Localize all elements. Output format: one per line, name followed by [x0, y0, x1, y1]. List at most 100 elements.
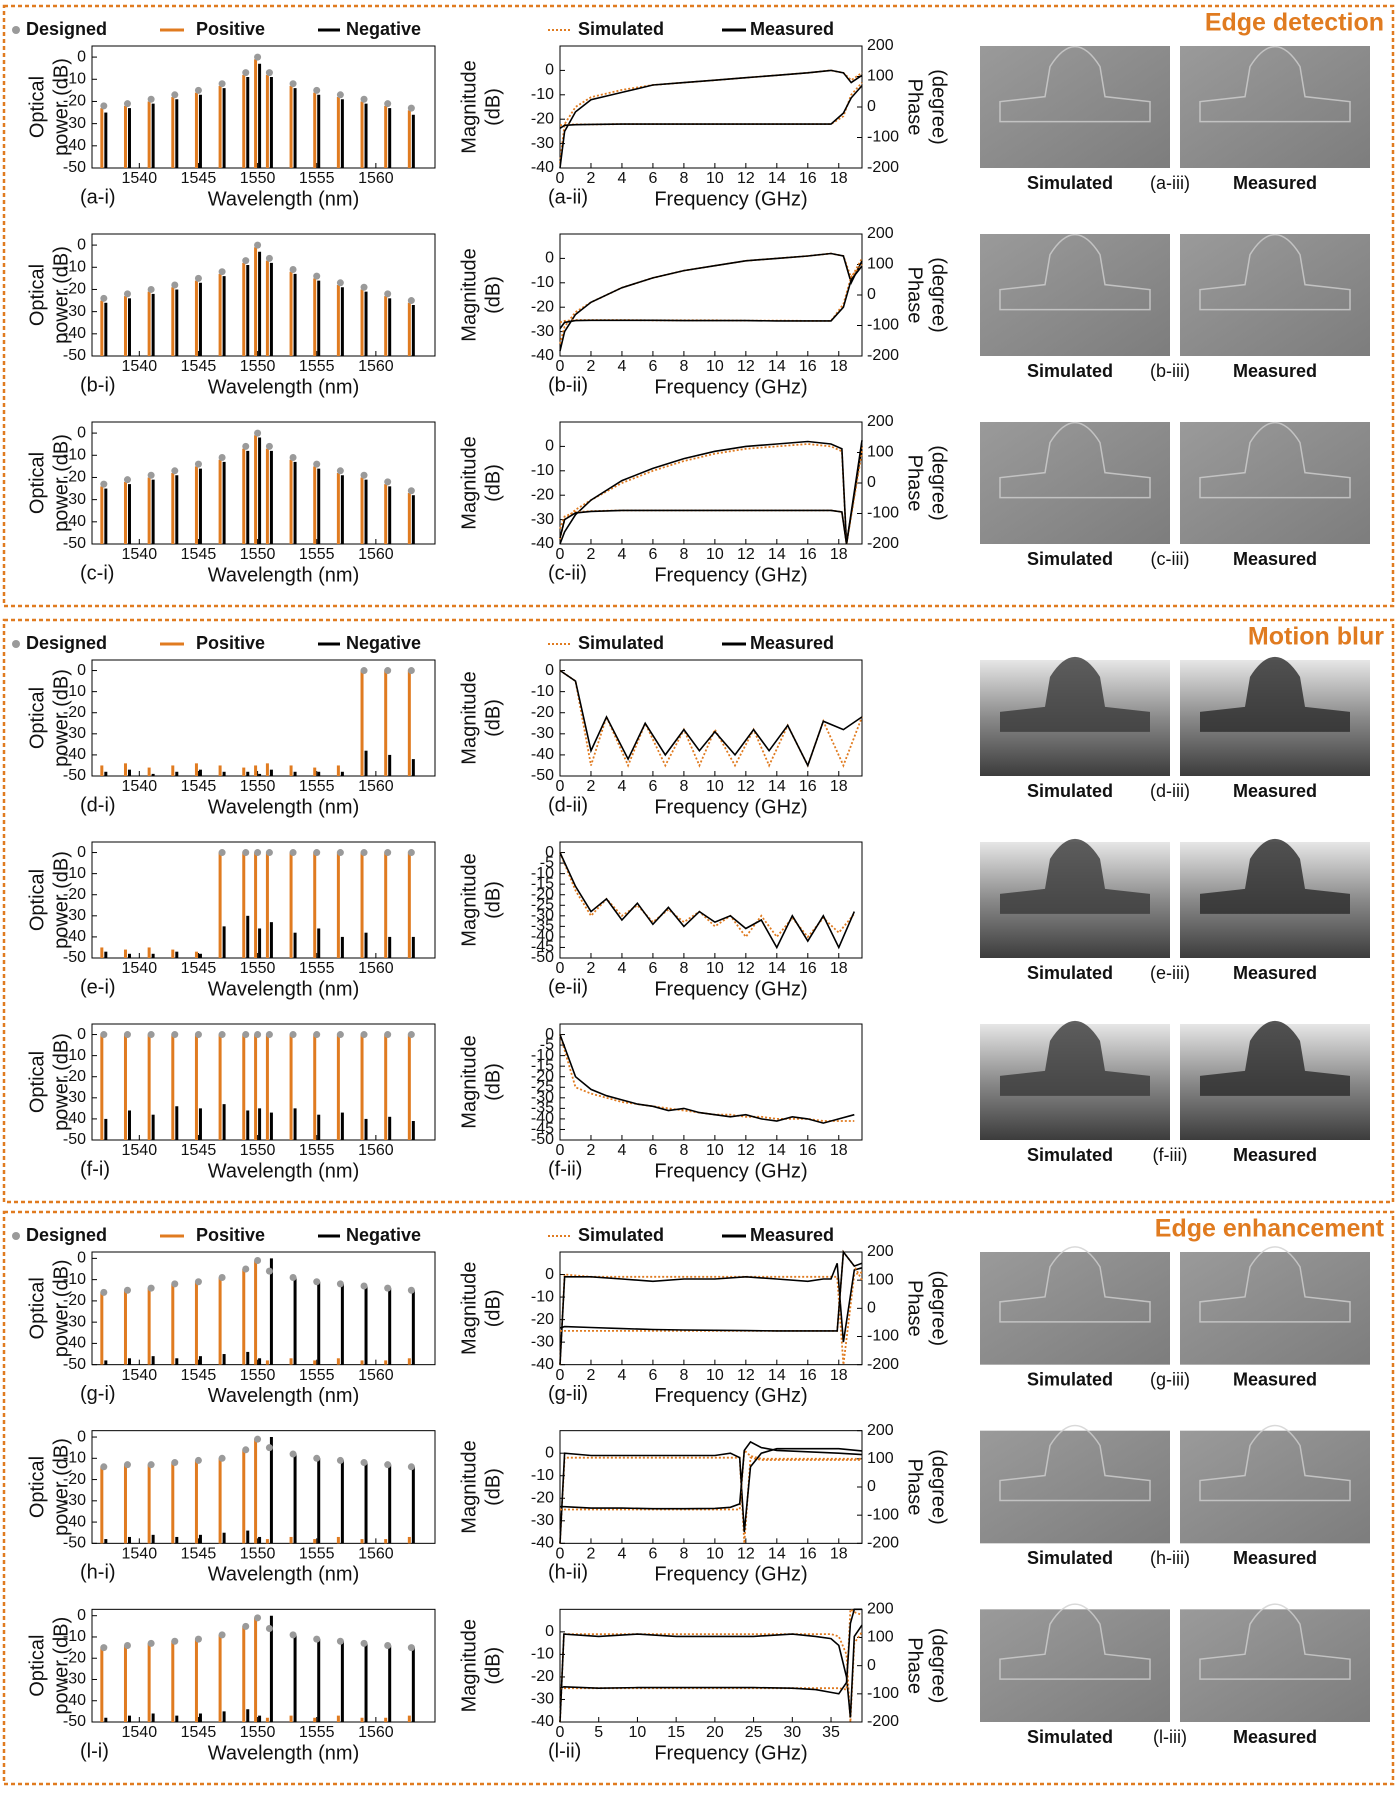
y-tick-label: -20: [531, 1311, 554, 1328]
y-axis-label: Magnitude: [458, 1262, 480, 1355]
x-axis-label: Wavelength (nm): [208, 1160, 360, 1182]
x-tick-label: 1545: [181, 1142, 217, 1159]
designed-point: [313, 1635, 321, 1643]
designed-point: [384, 290, 392, 298]
x-tick-label: 16: [799, 1367, 817, 1384]
x-tick-label: 16: [799, 358, 817, 375]
designed-point: [242, 442, 250, 450]
x-tick-label: 4: [617, 1142, 626, 1159]
x-axis-label: Frequency (GHz): [654, 1742, 807, 1764]
image-building: [999, 234, 1151, 311]
legend-label: Measured: [750, 633, 834, 653]
y2-tick-label: 100: [867, 444, 894, 461]
designed-point: [407, 667, 415, 675]
designed-point: [254, 1257, 262, 1265]
x-tick-label: 1555: [299, 1367, 335, 1384]
response-line: [559, 1034, 855, 1124]
y-tick-label: -30: [531, 1691, 554, 1708]
x-tick-label: 1550: [240, 546, 276, 563]
response-line: [559, 1624, 863, 1723]
x-tick-label: 6: [648, 960, 657, 977]
y2-tick-label: 200: [867, 1422, 894, 1439]
x-axis-label: Frequency (GHz): [654, 1160, 807, 1182]
x-tick-label: 5: [594, 1724, 603, 1741]
designed-point: [147, 1461, 155, 1469]
x-tick-label: 8: [679, 1367, 688, 1384]
designed-point: [194, 460, 202, 468]
x-axis-label: Frequency (GHz): [654, 188, 807, 210]
y-tick-label: -50: [63, 1356, 86, 1373]
plot-frame: [91, 421, 436, 545]
x-tick-label: 1545: [181, 960, 217, 977]
y-tick-label: -40: [531, 1356, 554, 1373]
y2-tick-label: 100: [867, 256, 894, 273]
image-caption: Measured: [1233, 1727, 1317, 1747]
y-tick-label: 0: [77, 424, 86, 441]
y-tick-label: -30: [63, 1671, 86, 1688]
x-axis-label: Wavelength (nm): [208, 564, 360, 586]
y-tick-label: -10: [63, 70, 86, 87]
image: [1180, 234, 1370, 356]
x-tick-label: 16: [799, 1142, 817, 1159]
x-tick-label: 14: [768, 1367, 786, 1384]
y-axis-label: power (dB): [50, 1033, 72, 1131]
y2-tick-label: -100: [867, 1328, 899, 1345]
image-caption: (h-iii): [1150, 1548, 1190, 1568]
x-tick-label: 0: [556, 546, 565, 563]
designed-point: [336, 1637, 344, 1645]
y-tick-label: 0: [77, 1250, 86, 1267]
designed-point: [100, 1463, 108, 1471]
y-axis-label: power (dB): [50, 246, 72, 344]
y-axis-label: Magnitude: [458, 1035, 480, 1128]
x-tick-label: 12: [737, 546, 755, 563]
x-tick-label: 2: [587, 170, 596, 187]
designed-point: [242, 1446, 250, 1454]
x-tick-label: 1560: [358, 170, 394, 187]
response-line: [559, 69, 863, 164]
image-caption: Simulated: [1027, 781, 1113, 801]
x-tick-label: 18: [830, 170, 848, 187]
section-title: Motion blur: [1248, 623, 1384, 651]
y-tick-label: -30: [531, 135, 554, 152]
response-line: [559, 263, 863, 324]
response-line: [560, 1249, 863, 1332]
designed-point: [123, 1461, 131, 1469]
y2-axis-label: (degree): [928, 1449, 950, 1525]
y-axis-label: Magnitude: [458, 853, 480, 946]
y2-axis-label: (degree): [928, 1271, 950, 1347]
x-tick-label: 16: [799, 960, 817, 977]
y-tick-label: -40: [63, 746, 86, 763]
x-tick-label: 4: [617, 546, 626, 563]
image: [980, 1430, 1170, 1544]
y-tick-label: 0: [77, 236, 86, 253]
y2-tick-label: -200: [867, 535, 899, 552]
designed-point: [336, 1456, 344, 1464]
x-tick-label: 1540: [122, 546, 158, 563]
designed-point: [147, 285, 155, 293]
response-line: [559, 443, 863, 545]
designed-point: [360, 1459, 368, 1467]
image-building: [999, 1425, 1151, 1502]
designed-point: [313, 460, 321, 468]
x-tick-label: 14: [768, 960, 786, 977]
y-tick-label: -30: [531, 1089, 554, 1106]
designed-point: [194, 1635, 202, 1643]
y-tick-label: -20: [63, 469, 86, 486]
legend-label: Simulated: [578, 19, 664, 39]
x-tick-label: 0: [556, 1724, 565, 1741]
legend-label: Positive: [196, 1225, 265, 1245]
y-tick-label: -50: [63, 949, 86, 966]
y-tick-label: 0: [77, 1607, 86, 1624]
y-tick-label: -10: [63, 1271, 86, 1288]
y2-tick-label: -100: [867, 1685, 899, 1702]
x-tick-label: 14: [768, 358, 786, 375]
designed-point: [254, 429, 262, 437]
x-tick-label: 6: [648, 778, 657, 795]
legend-label: Measured: [750, 19, 834, 39]
y-tick-label: -20: [531, 1668, 554, 1685]
legend-label: Simulated: [578, 1225, 664, 1245]
y-tick-label: -30: [63, 115, 86, 132]
y-tick-label: -20: [63, 886, 86, 903]
image-caption: (f-iii): [1153, 1145, 1188, 1165]
